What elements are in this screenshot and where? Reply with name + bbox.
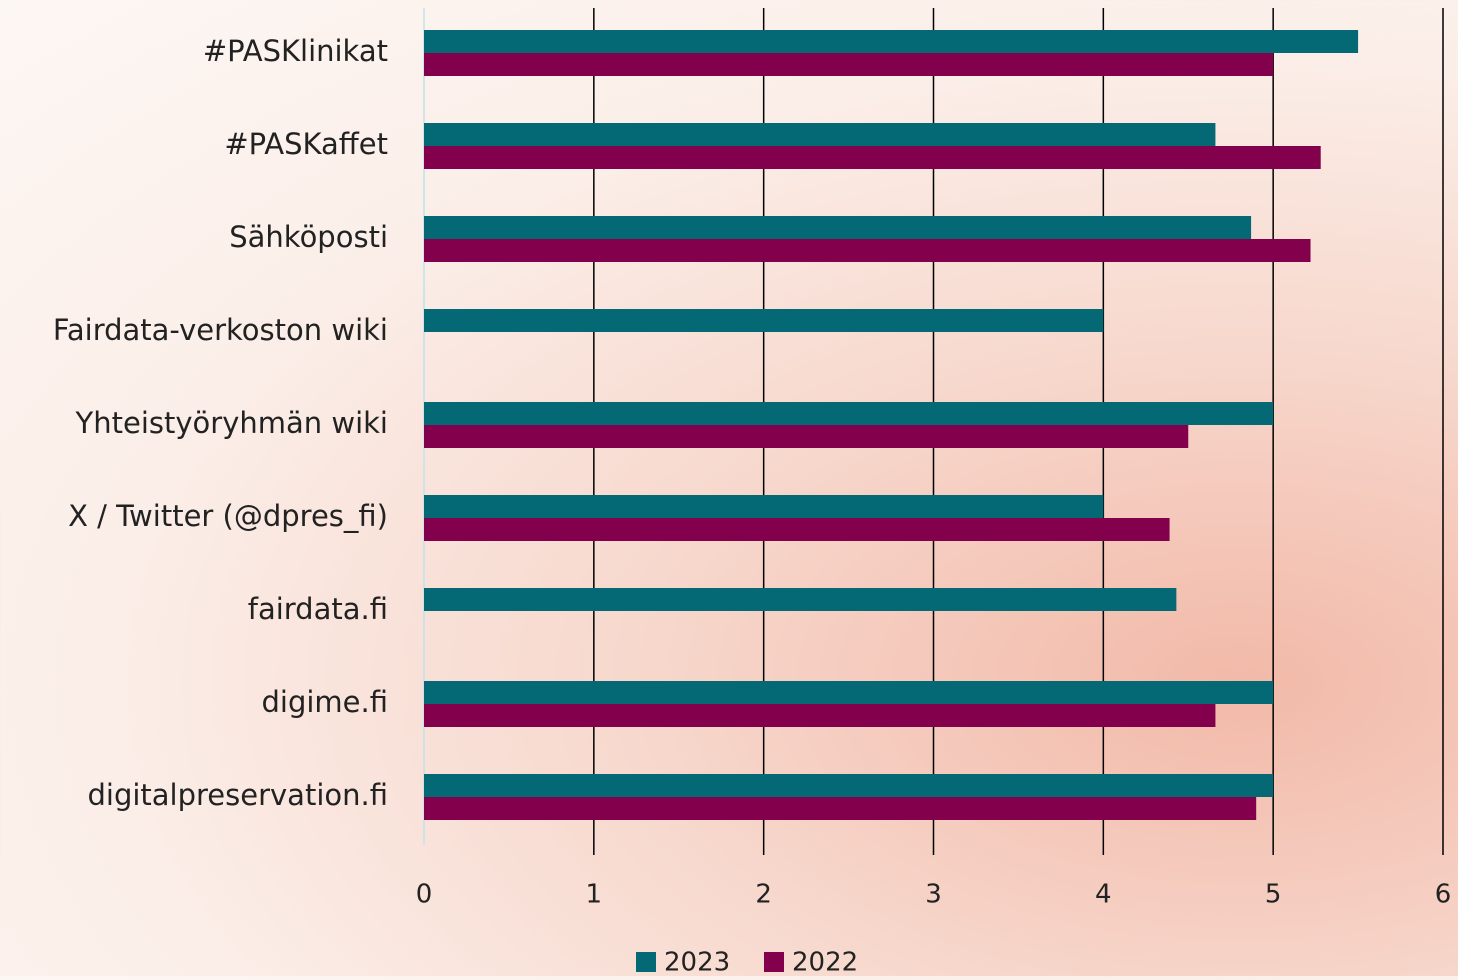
y-tick-label: #PASKaffet xyxy=(224,127,388,161)
x-tick-label: 2 xyxy=(755,880,772,910)
bar xyxy=(424,495,1103,518)
bar xyxy=(424,425,1188,448)
y-tick-label: digitalpreservation.fi xyxy=(87,778,388,812)
page: {"chart_data": {"type": "bar", "orientat… xyxy=(0,0,1458,976)
x-tick-label: 4 xyxy=(1095,880,1112,910)
y-tick-label: #PASKlinikat xyxy=(203,34,388,68)
y-tick-label: X / Twitter (@dpres_fi) xyxy=(68,499,388,533)
bar xyxy=(424,704,1215,727)
chart: 0 1 2 3 4 5 6 #PASKlinikat #PASKaffet Sähköposti F… xyxy=(0,0,1458,976)
y-tick-label: Sähköposti xyxy=(229,220,388,254)
bar xyxy=(424,309,1103,332)
x-tick-label: 5 xyxy=(1265,880,1282,910)
y-tick-label: Fairdata-verkoston wiki xyxy=(53,313,388,347)
bar xyxy=(424,518,1170,541)
x-tick-label: 6 xyxy=(1435,880,1452,910)
bar xyxy=(424,239,1311,262)
bar xyxy=(424,681,1273,704)
bar xyxy=(424,30,1358,53)
legend-label: 2022 xyxy=(792,948,858,977)
bar xyxy=(424,402,1273,425)
x-tick-label: 1 xyxy=(586,880,603,910)
bar xyxy=(424,146,1321,169)
bar xyxy=(424,123,1215,146)
y-tick-label: Yhteistyöryhmän wiki xyxy=(75,406,388,440)
x-tick-label: 3 xyxy=(925,880,942,910)
bar xyxy=(424,588,1176,611)
legend-swatch xyxy=(636,952,656,972)
legend-swatch xyxy=(764,952,784,972)
bar xyxy=(424,53,1273,76)
legend-label: 2023 xyxy=(664,948,730,977)
y-tick-label: fairdata.fi xyxy=(248,592,388,626)
bar xyxy=(424,797,1256,820)
bar xyxy=(424,774,1273,797)
x-tick-label: 0 xyxy=(416,880,433,910)
y-tick-label: digime.fi xyxy=(261,685,388,719)
bar xyxy=(424,216,1251,239)
